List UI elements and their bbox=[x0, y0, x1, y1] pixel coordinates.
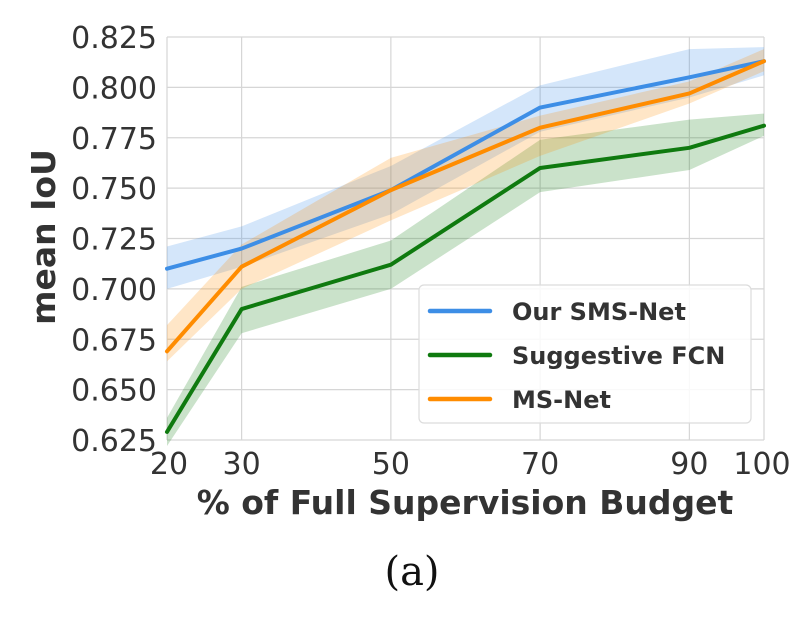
x-tick-labels: 20 30 50 70 90 100 bbox=[150, 447, 791, 482]
x-tick-label: 20 bbox=[150, 447, 188, 482]
series-lines bbox=[165, 59, 766, 434]
y-tick-label: 0.775 bbox=[71, 122, 157, 157]
y-tick-labels: 0.625 0.650 0.675 0.700 0.725 0.750 0.775 0.800… bbox=[71, 21, 157, 459]
y-tick-label: 0.700 bbox=[71, 273, 157, 308]
x-tick-label: 90 bbox=[670, 447, 708, 482]
band-ms-net bbox=[167, 49, 764, 362]
x-tick-label: 30 bbox=[223, 447, 261, 482]
y-axis-label: mean IoU bbox=[24, 149, 63, 325]
x-tick-label: 50 bbox=[372, 447, 410, 482]
legend: Our SMS-Net Suggestive FCN MS-Net bbox=[418, 284, 752, 424]
x-axis-label: % of Full Supervision Budget bbox=[197, 483, 734, 522]
x-tick-label: 100 bbox=[733, 447, 790, 482]
y-tick-label: 0.650 bbox=[71, 374, 157, 409]
y-tick-label: 0.750 bbox=[71, 172, 157, 207]
legend-box bbox=[418, 284, 752, 424]
figure-caption: (a) bbox=[384, 549, 439, 595]
y-tick-label: 0.800 bbox=[71, 71, 157, 106]
y-tick-label: 0.675 bbox=[71, 323, 157, 358]
line-ms-net bbox=[165, 59, 766, 354]
legend-label-ms-net: MS-Net bbox=[512, 386, 611, 414]
line-suggestive-fcn bbox=[165, 123, 766, 434]
legend-label-our-sms-net: Our SMS-Net bbox=[512, 298, 686, 326]
legend-label-suggestive-fcn: Suggestive FCN bbox=[512, 342, 725, 370]
y-tick-label: 0.825 bbox=[71, 21, 157, 56]
y-tick-label: 0.725 bbox=[71, 223, 157, 258]
line-our-sms-net bbox=[165, 59, 766, 271]
x-tick-label: 70 bbox=[521, 447, 559, 482]
y-tick-label: 0.625 bbox=[71, 424, 157, 459]
band-suggestive-fcn bbox=[167, 113, 764, 447]
